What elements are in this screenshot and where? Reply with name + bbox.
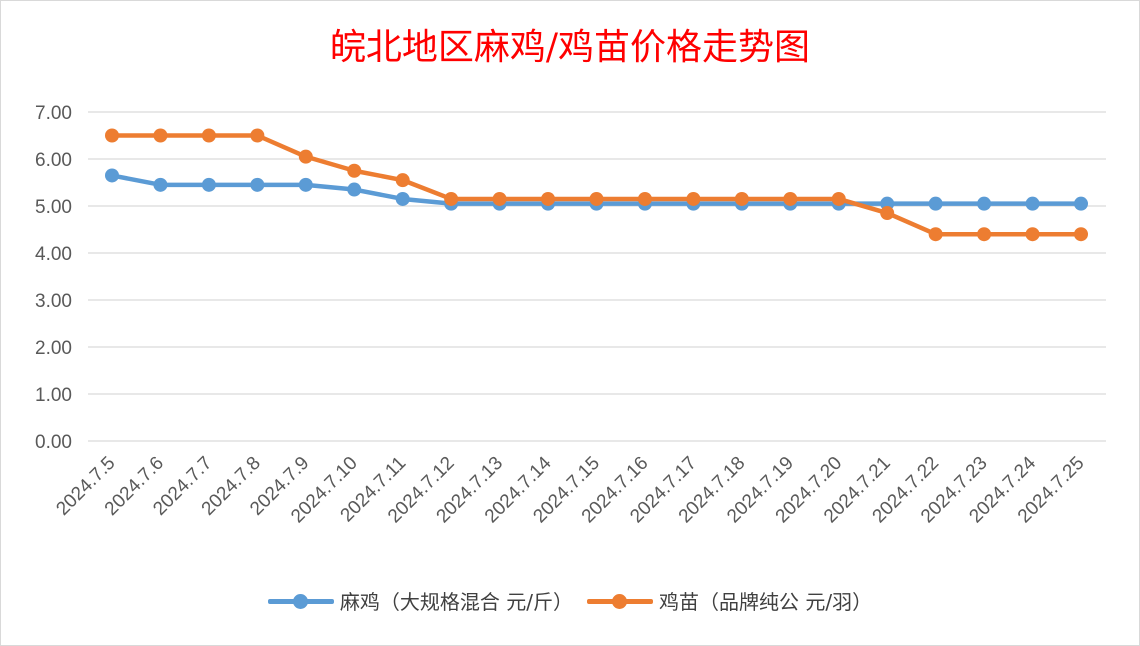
legend-item-series-1: 鸡苗（品牌纯公 元/羽） (587, 586, 872, 615)
y-tick-label: 1.00 (35, 385, 72, 406)
y-tick-label: 6.00 (35, 150, 72, 171)
data-point-series-1 (347, 163, 362, 178)
data-point-series-1 (977, 227, 992, 242)
data-point-series-1 (734, 191, 749, 206)
data-point-series-0 (395, 191, 410, 206)
legend-marker-series-0 (267, 591, 334, 611)
data-point-series-0 (153, 177, 168, 192)
data-point-series-1 (105, 128, 119, 143)
data-point-series-1 (298, 149, 313, 164)
data-point-series-1 (250, 128, 265, 143)
data-point-series-0 (201, 177, 216, 192)
data-point-series-1 (153, 128, 168, 143)
data-point-series-0 (977, 196, 992, 211)
y-tick-label: 5.00 (35, 197, 72, 218)
y-tick-label: 4.00 (35, 244, 72, 265)
data-point-series-0 (1025, 196, 1040, 211)
data-point-series-1 (1074, 227, 1088, 242)
data-point-series-0 (1074, 196, 1088, 211)
data-point-series-0 (928, 196, 943, 211)
legend-marker-series-1 (587, 591, 653, 611)
data-point-series-1 (395, 173, 410, 188)
data-point-series-1 (637, 191, 652, 206)
chart-legend: 麻鸡（大规格混合 元/斤） 鸡苗（品牌纯公 元/羽） (0, 586, 1140, 615)
data-point-series-1 (589, 191, 604, 206)
data-point-series-1 (201, 128, 216, 143)
legend-item-series-0: 麻鸡（大规格混合 元/斤） (267, 586, 573, 615)
data-point-series-1 (492, 191, 507, 206)
data-point-series-1 (444, 191, 459, 206)
data-point-series-1 (1025, 227, 1040, 242)
data-point-series-1 (831, 191, 846, 206)
data-point-series-1 (928, 227, 943, 242)
chart-title: 皖北地区麻鸡/鸡苗价格走势图 (329, 27, 811, 68)
data-point-series-1 (541, 191, 556, 206)
legend-label-series-0: 麻鸡（大规格混合 元/斤） (339, 590, 573, 614)
data-point-series-1 (880, 206, 895, 221)
data-point-series-1 (783, 191, 798, 206)
legend-label-series-1: 鸡苗（品牌纯公 元/羽） (659, 590, 873, 614)
y-tick-label: 7.00 (35, 103, 72, 124)
data-point-series-0 (347, 182, 362, 197)
data-point-series-0 (250, 177, 265, 192)
y-tick-label: 3.00 (35, 291, 72, 312)
y-tick-label: 2.00 (35, 338, 72, 359)
data-point-series-0 (298, 177, 313, 192)
data-point-series-0 (105, 168, 119, 183)
y-tick-label: 0.00 (35, 432, 72, 453)
data-point-series-1 (686, 191, 701, 206)
